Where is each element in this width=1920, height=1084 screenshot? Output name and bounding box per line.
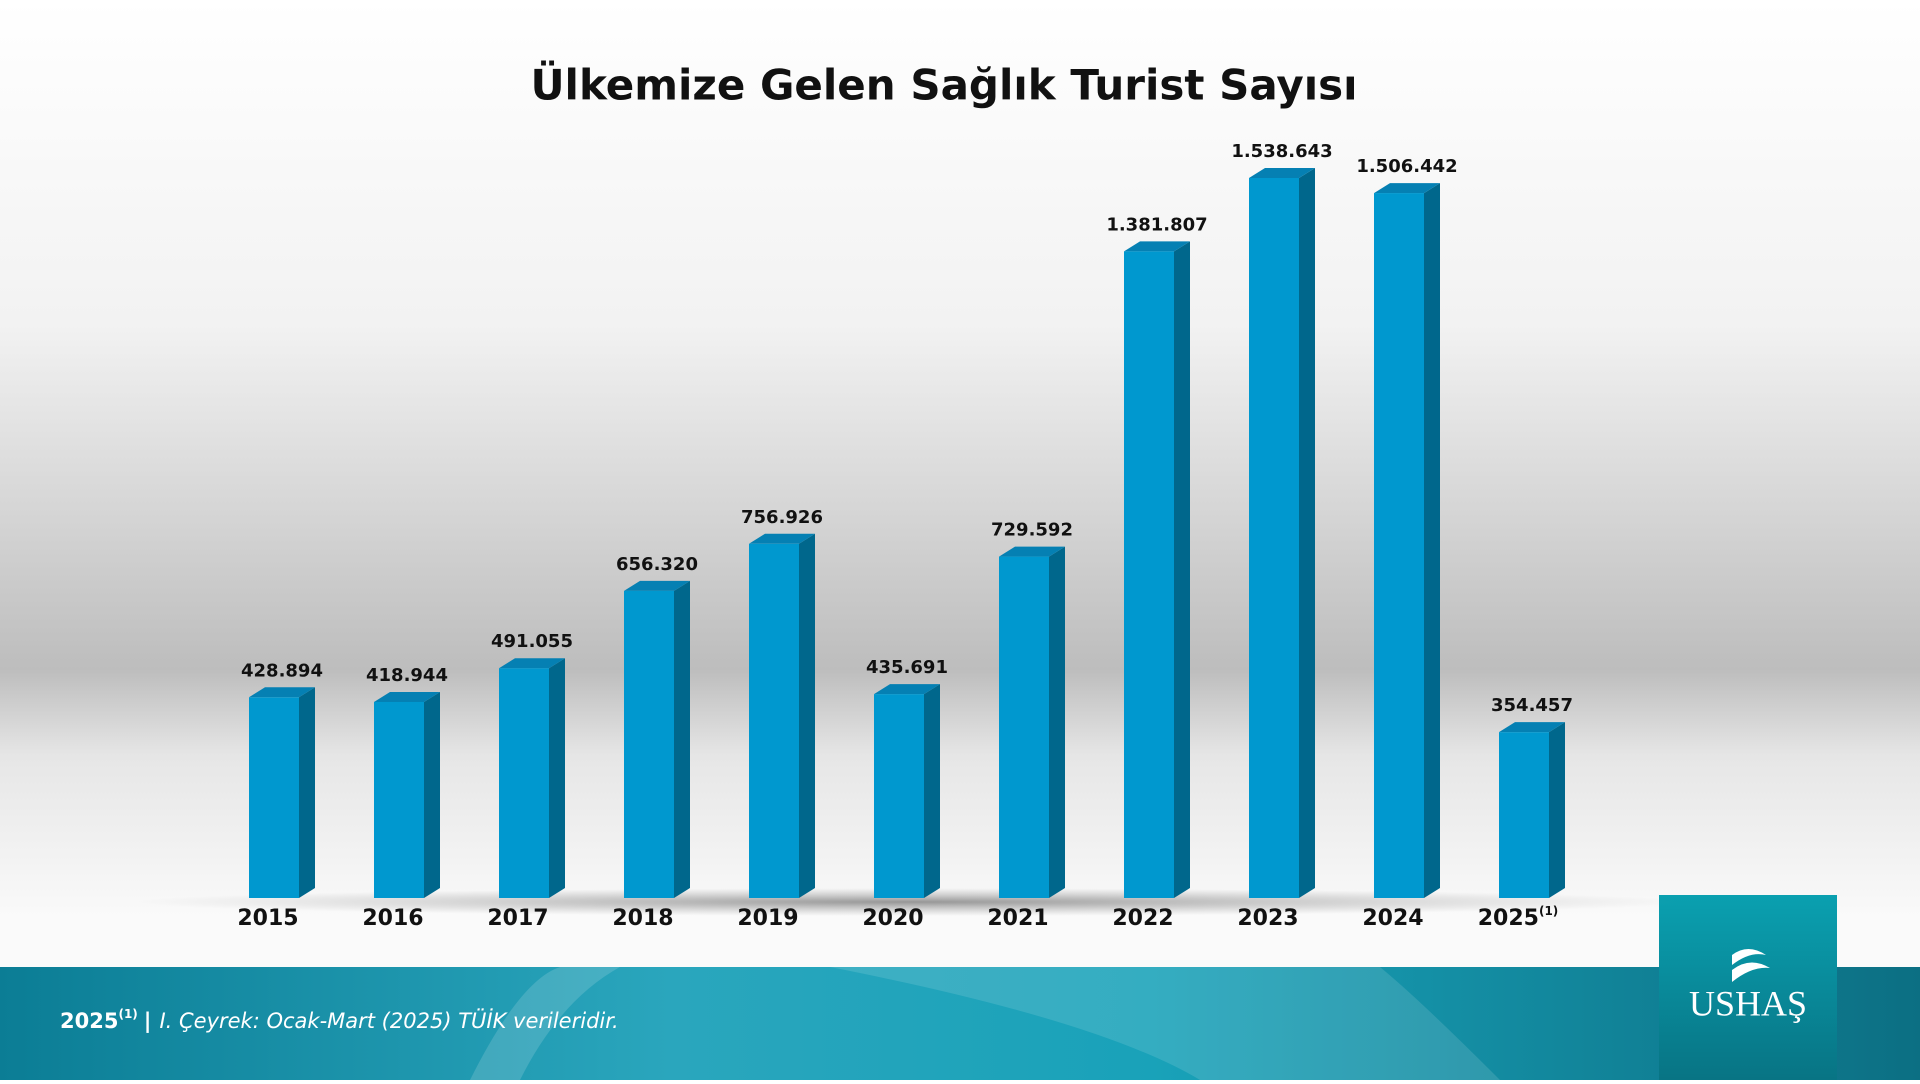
footer-swoosh	[470, 967, 620, 1080]
x-tick-year: 2024	[1362, 906, 1423, 931]
bar-top	[374, 691, 440, 702]
bar-top	[1499, 722, 1565, 733]
logo-box	[1659, 895, 1837, 1080]
bar	[374, 701, 424, 898]
bar-top	[624, 580, 690, 591]
bar-side	[1424, 183, 1440, 898]
bar-side	[424, 691, 440, 898]
bar-top	[249, 687, 315, 698]
x-tick-year: 2018	[612, 906, 673, 931]
bar-side	[924, 684, 940, 898]
x-tick-year: 2021	[987, 906, 1048, 931]
bar-side	[1049, 546, 1065, 898]
bar-top	[1124, 241, 1190, 252]
x-tick-label: 2020	[862, 906, 923, 931]
value-label: 491.055	[491, 631, 573, 652]
footnote-text: I. Çeyrek: Ocak-Mart (2025) TÜİK veriler…	[159, 1008, 618, 1033]
x-tick-year: 2017	[487, 906, 548, 931]
bar-side	[1299, 168, 1315, 898]
chart-title: Ülkemize Gelen Sağlık Turist Sayısı	[530, 60, 1357, 110]
value-label: 1.506.442	[1356, 156, 1457, 177]
bar	[999, 556, 1049, 898]
value-label: 428.894	[241, 660, 323, 681]
x-tick-note: (1)	[1539, 904, 1558, 918]
x-tick-label: 2018	[612, 906, 673, 931]
bar	[624, 590, 674, 898]
bar-top	[1249, 168, 1315, 178]
logo-text: USHAŞ	[1689, 983, 1807, 1023]
x-tick-label: 2022	[1112, 906, 1173, 931]
footnote-year: 2025	[60, 1009, 118, 1033]
x-tick-label: 2016	[362, 906, 423, 931]
value-label: 354.457	[1491, 695, 1573, 716]
x-tick-label: 2019	[737, 906, 798, 931]
bar	[1124, 251, 1174, 898]
x-tick-year: 2020	[862, 906, 923, 931]
bar-top	[1374, 183, 1440, 194]
bar-top	[499, 658, 565, 669]
bar	[874, 694, 924, 898]
bar-side	[1174, 241, 1190, 898]
footer-band	[0, 967, 1920, 1080]
bar-side	[299, 687, 315, 898]
x-tick-label: 2024	[1362, 906, 1423, 931]
bar-side	[1549, 722, 1565, 898]
value-label: 656.320	[616, 554, 698, 575]
bar	[499, 668, 549, 898]
bar	[749, 543, 799, 898]
x-tick-label: 2025(1)	[1478, 904, 1559, 932]
bar-side	[799, 533, 815, 898]
footnote: 2025(1) | I. Çeyrek: Ocak-Mart (2025) TÜİK…	[60, 1007, 619, 1035]
value-label: 418.944	[366, 665, 448, 686]
footer-swoosh	[830, 967, 1500, 1080]
x-tick-year: 2022	[1112, 906, 1173, 931]
bar-side	[549, 658, 565, 898]
x-tick-year: 2019	[737, 906, 798, 931]
x-tick-label: 2023	[1237, 906, 1298, 931]
bar	[1249, 178, 1299, 898]
x-tick-label: 2015	[237, 906, 298, 931]
bar-top	[874, 684, 940, 695]
bar	[1374, 193, 1424, 898]
value-label: 756.926	[741, 507, 823, 528]
x-tick-label: 2017	[487, 906, 548, 931]
x-tick-label: 2021	[987, 906, 1048, 931]
footnote-separator: |	[144, 1009, 152, 1034]
value-label: 1.381.807	[1106, 214, 1207, 235]
bar	[249, 697, 299, 898]
value-label: 729.592	[991, 520, 1073, 541]
bar	[1499, 732, 1549, 898]
value-label: 435.691	[866, 657, 948, 678]
x-tick-year: 2025	[1478, 906, 1539, 931]
footnote-marker: (1)	[118, 1007, 137, 1021]
bar-top	[999, 546, 1065, 557]
bar-top	[749, 533, 815, 544]
logo-icon	[1732, 949, 1770, 982]
x-tick-year: 2016	[362, 906, 423, 931]
x-tick-year: 2015	[237, 906, 298, 931]
bar-side	[674, 580, 690, 898]
logo: USHAŞ	[1659, 895, 1837, 1080]
value-label: 1.538.643	[1231, 141, 1332, 162]
x-tick-year: 2023	[1237, 906, 1298, 931]
